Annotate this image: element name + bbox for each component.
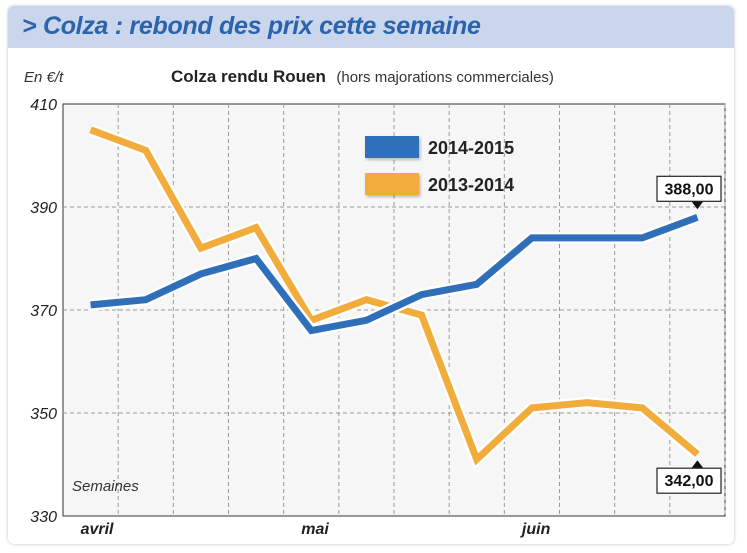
annotation-box (656, 467, 722, 494)
legend-swatch (365, 136, 419, 158)
x-month-label: avril (81, 521, 114, 538)
chart-card: > Colza : rebond des prix cette semaine … (8, 6, 734, 544)
chart-subtitle: (hors majorations commerciales) (336, 69, 554, 86)
y-tick-label: 370 (30, 303, 57, 320)
line-chart: En €/t Colza rendu Rouen (hors majoratio… (24, 67, 726, 538)
header-title: > Colza : rebond des prix cette semaine (22, 12, 481, 40)
annotation-label: 342,00 (665, 473, 714, 490)
legend-swatch (365, 173, 419, 195)
x-axis-label: Semaines (72, 478, 139, 495)
x-month-labels: avril mai juin (81, 521, 551, 538)
annotation-label: 388,00 (665, 181, 714, 198)
y-tick-label: 350 (30, 406, 57, 423)
y-tick-label: 330 (30, 509, 57, 526)
y-tick-label: 390 (30, 200, 57, 217)
y-axis-label: En €/t (24, 69, 64, 86)
svg-text:Colza rendu Rouen (hors: Colza rendu Rouen (hors majorations comm… (171, 67, 554, 86)
legend: 2014-2015 2013-2014 (365, 136, 514, 195)
legend-label: 2014-2015 (428, 138, 514, 158)
y-tick-label: 410 (30, 97, 57, 114)
grid-lines (63, 104, 726, 516)
annotation-pointer (691, 460, 704, 469)
annotation-pointer (691, 201, 704, 210)
header-banner: > Colza : rebond des prix cette semaine (8, 6, 734, 48)
series-line-2014-2015 (90, 214, 699, 335)
annotation-box (656, 175, 722, 202)
annotations: 388,00 342,00 (656, 175, 722, 494)
legend-label: 2013-2014 (428, 175, 514, 195)
y-tick-labels: 330 350 370 390 410 (30, 97, 57, 526)
series-lines (88, 124, 702, 470)
x-month-label: mai (301, 521, 329, 538)
x-month-label: juin (520, 521, 551, 538)
chart-title: Colza rendu Rouen (171, 67, 326, 86)
